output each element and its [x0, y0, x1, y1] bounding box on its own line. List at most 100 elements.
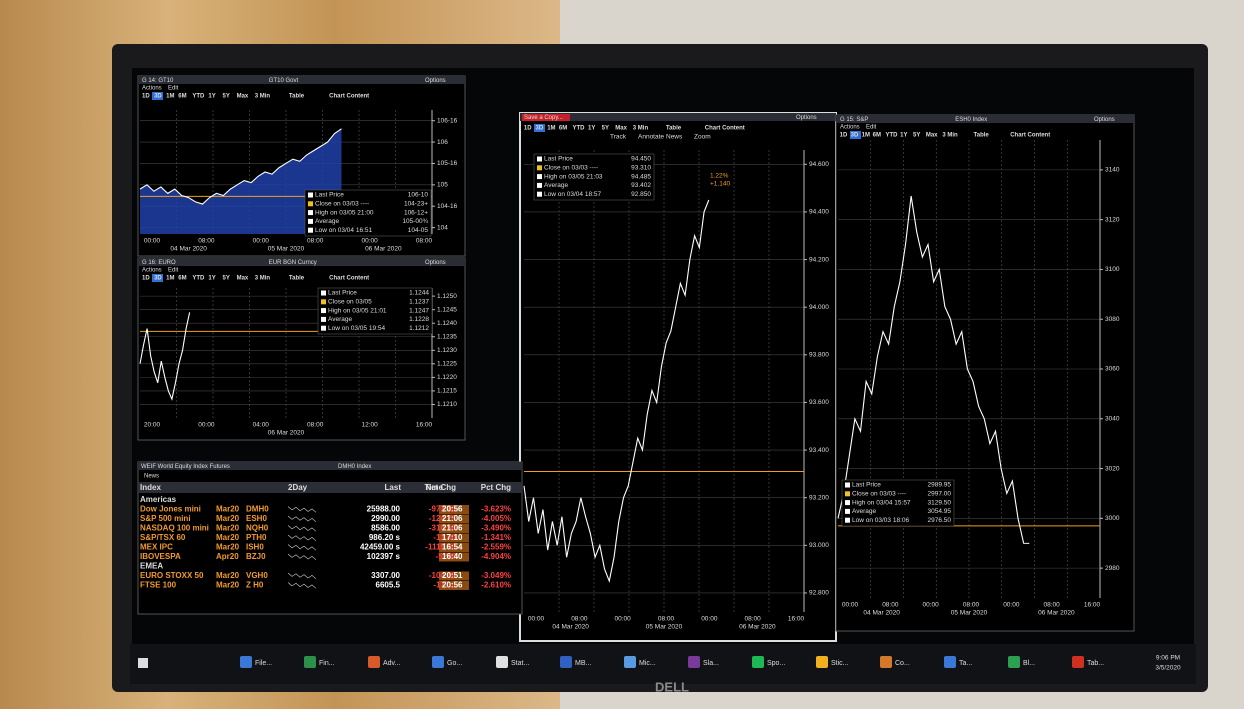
- menu-item: Actions: [142, 268, 162, 274]
- legend-swatch: [321, 325, 326, 331]
- cell: -3.623%: [481, 505, 511, 514]
- toolbar-item: Chart Content: [705, 126, 745, 132]
- taskbar-icon: [1072, 656, 1084, 668]
- legend-label: Close on 03/03 ----: [315, 201, 369, 208]
- column-header: 2Day: [288, 483, 308, 492]
- group-header: Americas: [140, 495, 177, 504]
- cell: -977.00: [429, 505, 457, 514]
- cell: VGH0: [246, 571, 268, 580]
- window: [519, 112, 837, 642]
- legend-value: 93.310: [631, 165, 651, 172]
- toolbar-item: Max: [615, 126, 627, 132]
- x-tick-label: 16:00: [416, 422, 433, 429]
- title-bar: [138, 258, 465, 266]
- legend-swatch: [845, 491, 850, 497]
- toolbar-item: 1M: [862, 133, 870, 139]
- y-tick-label: 3120: [1105, 216, 1120, 223]
- taskbar-icon: [688, 656, 700, 668]
- cell: Mar20: [216, 533, 240, 542]
- y-tick-label: 106-16: [437, 117, 458, 124]
- legend-swatch: [321, 299, 326, 305]
- legend-value: 94.485: [631, 173, 651, 180]
- cell: EURO STOXX 50: [140, 571, 204, 580]
- header-row: [138, 482, 522, 493]
- taskbar-icon: [944, 656, 956, 668]
- cell: -13.40: [433, 533, 456, 542]
- cell: 16:54: [442, 543, 463, 552]
- options: Options: [1094, 117, 1115, 123]
- cell: -1.341%: [481, 533, 511, 542]
- cell: Dow Jones mini: [140, 505, 201, 514]
- time-cell: [439, 514, 469, 524]
- cell: 20:56: [442, 581, 463, 590]
- cell: -3.049%: [481, 571, 511, 580]
- x-tick-label: 00:00: [615, 616, 632, 623]
- x-date-label: 06 Mar 2020: [1038, 610, 1075, 617]
- toolbar-item: 1D: [524, 126, 532, 132]
- cell: -2.610%: [481, 581, 511, 590]
- legend-swatch: [845, 517, 850, 523]
- x-date-label: 05 Mar 2020: [951, 610, 988, 617]
- y-tick-label: 3000: [1105, 515, 1120, 522]
- taskbar-icon: [816, 656, 828, 668]
- tool: Zoom: [694, 134, 711, 141]
- column-header: Last: [385, 483, 402, 492]
- x-tick-label: 00:00: [361, 238, 378, 245]
- x-tick-label: 00:00: [923, 602, 940, 609]
- cell: Mar20: [216, 524, 240, 533]
- y-tick-label: 94.400: [809, 209, 829, 216]
- legend-label: Average: [328, 316, 352, 323]
- taskbar-label: Adv...: [383, 660, 400, 667]
- menu-item: Actions: [840, 125, 860, 131]
- cell: 3307.00: [371, 571, 400, 580]
- legend-swatch: [845, 508, 850, 514]
- legend-value: 104-05: [408, 227, 429, 234]
- title-bar: [138, 462, 522, 470]
- legend-value: 106-10: [408, 192, 429, 199]
- window: [137, 257, 466, 441]
- taskbar-icon: [880, 656, 892, 668]
- toolbar-item: 1M: [547, 126, 555, 132]
- toolbar-item: 3 Min: [633, 126, 649, 132]
- y-tick-label: 1.1225: [437, 361, 457, 368]
- start-icon: [138, 658, 148, 668]
- y-tick-label: 1.1220: [437, 374, 457, 381]
- legend-label: Low on 03/03 18:06: [852, 517, 909, 524]
- toolbar-item: 6M: [178, 94, 186, 100]
- y-tick-label: 3060: [1105, 366, 1120, 373]
- x-date-label: 05 Mar 2020: [646, 624, 683, 631]
- legend-value: 1.1244: [409, 290, 429, 297]
- y-tick-label: 1.1245: [437, 306, 457, 313]
- sparkline: [287, 582, 317, 589]
- cell: Mar20: [216, 571, 240, 580]
- cell: 42459.00 s: [360, 543, 401, 552]
- y-tick-label: 93.200: [809, 494, 829, 501]
- title-bar: [138, 76, 465, 84]
- cell: 102397 s: [367, 552, 401, 561]
- toolbar-item: 5Y: [223, 94, 230, 100]
- cell: 20:51: [442, 571, 463, 580]
- legend-swatch: [321, 308, 326, 314]
- taskbar: [130, 644, 1196, 684]
- security: DMH0 Index: [338, 464, 371, 470]
- cell: Mar20: [216, 543, 240, 552]
- sparkline: [287, 534, 317, 542]
- legend-swatch: [537, 156, 542, 162]
- options: Options: [425, 260, 446, 266]
- y-tick-label: 3020: [1105, 465, 1120, 472]
- x-tick-label: 00:00: [253, 238, 270, 245]
- cell: FTSE 100: [140, 581, 177, 590]
- legend-label: High on 03/05 21:00: [315, 209, 374, 216]
- x-tick-label: 20:00: [144, 422, 161, 429]
- time-cell: [439, 581, 469, 590]
- x-date-label: 05 Mar 2020: [268, 246, 305, 253]
- legend-swatch: [308, 192, 313, 198]
- toolbar-item: Chart Content: [1010, 133, 1050, 139]
- time-cell: [439, 552, 469, 562]
- cell: -124.75: [429, 514, 457, 523]
- menu-item: Edit: [168, 268, 179, 274]
- legend-value: 94.450: [631, 156, 651, 163]
- toolbar-item: 1D: [840, 133, 848, 139]
- cell: 21:06: [442, 524, 463, 533]
- y-tick-label: 3080: [1105, 316, 1120, 323]
